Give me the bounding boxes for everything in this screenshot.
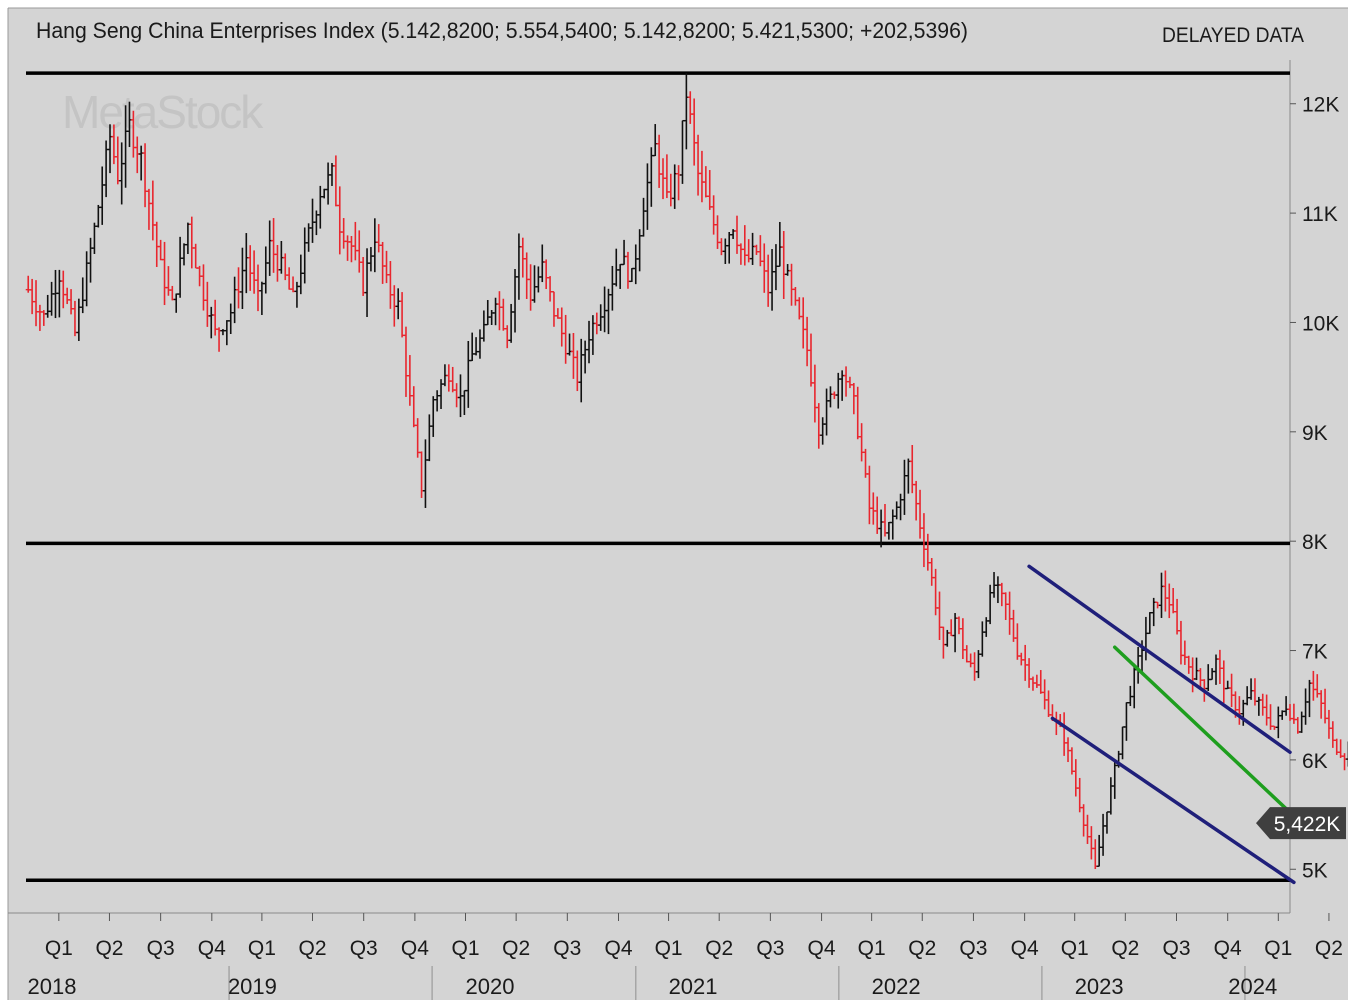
last-value-badge-shape bbox=[1256, 807, 1346, 840]
y-axis: 5K 6K 7K 8K 9K 10K 11K 12K bbox=[1290, 94, 1339, 882]
trendlines bbox=[1027, 564, 1296, 885]
y-axis-tick-label: 7K bbox=[1302, 641, 1328, 664]
x-axis-year-label: 2019 bbox=[228, 974, 277, 999]
last-value-badge: 5,422K bbox=[1256, 807, 1346, 840]
y-axis-tick-label: 9K bbox=[1302, 422, 1328, 445]
x-axis-quarter-label: Q1 bbox=[451, 937, 479, 960]
x-axis-quarter-label: Q3 bbox=[350, 937, 378, 960]
x-axis-year-label: 2021 bbox=[669, 974, 718, 999]
x-axis-quarter-label: Q2 bbox=[502, 937, 530, 960]
x-axis-quarter-label: Q4 bbox=[1011, 937, 1039, 960]
x-axis-quarter-label: Q3 bbox=[553, 937, 581, 960]
x-axis-quarter-label: Q2 bbox=[1315, 937, 1343, 960]
trendline bbox=[1050, 716, 1296, 885]
y-axis-tick-label: 5K bbox=[1302, 859, 1328, 882]
x-axis-quarter-label: Q1 bbox=[1264, 937, 1292, 960]
x-axis: Q1 Q2 Q3 Q4 Q1 Q2 Q3 Q4 Q1 Q2 Q3 Q4 Q1 Q2 Q3 Q4 Q1 Q2 Q3 Q4… bbox=[28, 913, 1343, 1000]
y-axis-tick-label: 12K bbox=[1302, 94, 1339, 117]
x-axis-quarter-label: Q4 bbox=[604, 937, 632, 960]
x-axis-quarter-label: Q2 bbox=[95, 937, 123, 960]
trendline bbox=[1113, 645, 1292, 815]
x-axis-quarter-label: Q3 bbox=[959, 937, 987, 960]
x-axis-year-label: 2018 bbox=[28, 974, 77, 999]
y-axis-tick-label: 10K bbox=[1302, 312, 1339, 335]
x-axis-quarter-label: Q3 bbox=[1162, 937, 1190, 960]
y-axis-area bbox=[1293, 8, 1348, 913]
x-axis-year-label: 2023 bbox=[1075, 974, 1124, 999]
x-axis-quarter-label: Q2 bbox=[705, 937, 733, 960]
watermark: MetaStock bbox=[62, 86, 264, 138]
x-axis-quarter-label: Q4 bbox=[808, 937, 836, 960]
x-axis-quarter-label: Q4 bbox=[1214, 937, 1242, 960]
delayed-data-label: DELAYED DATA bbox=[1162, 24, 1304, 47]
x-axis-quarter-label: Q1 bbox=[45, 937, 73, 960]
x-axis-quarter-label: Q3 bbox=[147, 937, 175, 960]
y-axis-tick-label: 6K bbox=[1302, 750, 1328, 773]
plot-area bbox=[8, 8, 1293, 913]
x-axis-quarter-label: Q2 bbox=[908, 937, 936, 960]
x-axis-quarter-label: Q2 bbox=[1111, 937, 1139, 960]
chart-title: Hang Seng China Enterprises Index (5.142… bbox=[36, 18, 968, 43]
y-axis-tick-label: 11K bbox=[1302, 203, 1338, 226]
horizontal-levels bbox=[26, 71, 1290, 882]
x-axis-quarter-label: Q4 bbox=[401, 937, 429, 960]
x-axis-year-label: 2020 bbox=[466, 974, 515, 999]
x-axis-quarter-label: Q1 bbox=[248, 937, 276, 960]
y-axis-tick-label: 8K bbox=[1302, 531, 1328, 554]
x-axis-quarter-label: Q1 bbox=[655, 937, 683, 960]
x-axis-quarter-label: Q1 bbox=[1061, 937, 1089, 960]
x-axis-quarter-label: Q4 bbox=[198, 937, 226, 960]
x-axis-year-label: 2022 bbox=[872, 974, 921, 999]
price-bars bbox=[25, 73, 1348, 870]
x-axis-quarter-label: Q2 bbox=[299, 937, 327, 960]
x-axis-year-label: 2024 bbox=[1228, 974, 1277, 999]
trendline bbox=[1027, 564, 1292, 754]
last-value-label: 5,422K bbox=[1274, 813, 1341, 836]
x-axis-area bbox=[8, 913, 1348, 1000]
x-axis-quarter-label: Q1 bbox=[858, 937, 886, 960]
x-axis-quarter-label: Q3 bbox=[756, 937, 784, 960]
